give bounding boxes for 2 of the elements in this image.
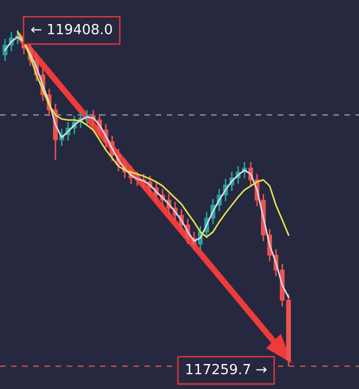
annotation: 117259.7 → (186, 364, 267, 374)
annotation: ← 119408.0 (31, 24, 112, 34)
